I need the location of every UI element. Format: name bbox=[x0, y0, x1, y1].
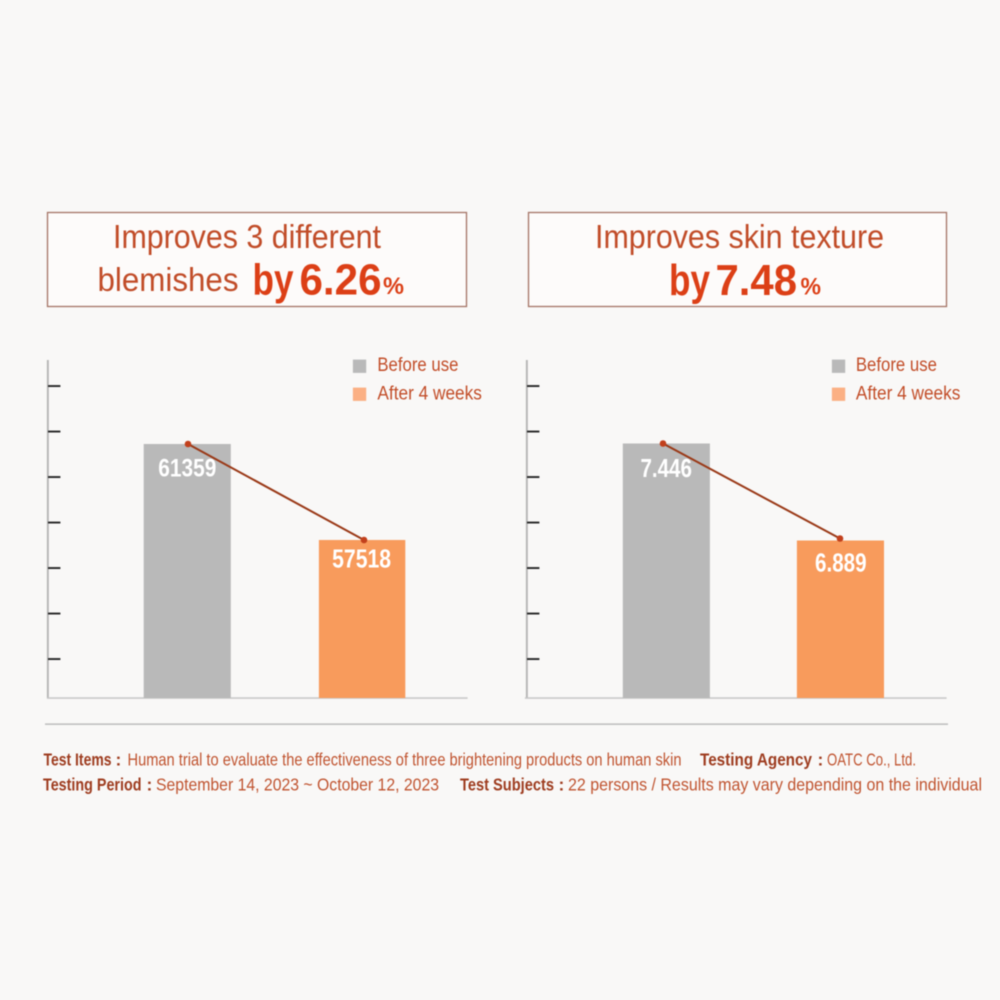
svg-text:6.889: 6.889 bbox=[815, 550, 867, 578]
svg-text:Improves skin texture: Improves skin texture bbox=[595, 218, 884, 255]
svg-text:%: % bbox=[383, 273, 404, 300]
svg-text:by: by bbox=[669, 256, 710, 305]
svg-text:61359: 61359 bbox=[158, 454, 216, 482]
svg-text:57518: 57518 bbox=[332, 546, 391, 574]
svg-text:After 4 weeks: After 4 weeks bbox=[377, 382, 482, 404]
svg-text:OATC Co., Ltd.: OATC Co., Ltd. bbox=[827, 750, 916, 770]
svg-text:6.26: 6.26 bbox=[300, 256, 382, 305]
svg-text:blemishes: blemishes bbox=[98, 261, 239, 298]
svg-text:September 14, 2023 ~ October 1: September 14, 2023 ~ October 12, 2023 bbox=[156, 775, 439, 795]
svg-text:Before use: Before use bbox=[377, 354, 458, 376]
svg-text::: : bbox=[147, 775, 153, 795]
svg-text:Testing Period: Testing Period bbox=[43, 775, 142, 795]
svg-text::: : bbox=[818, 750, 824, 770]
svg-text:Improves 3 different: Improves 3 different bbox=[113, 218, 381, 255]
svg-text:Test Items: Test Items bbox=[44, 750, 112, 770]
svg-text:Testing Agency: Testing Agency bbox=[700, 750, 812, 770]
svg-text:Before use: Before use bbox=[856, 354, 937, 376]
svg-text::: : bbox=[116, 750, 122, 770]
svg-text:7.446: 7.446 bbox=[640, 455, 692, 483]
svg-text:%: % bbox=[801, 274, 822, 301]
svg-text:Human trial to evaluate the ef: Human trial to evaluate the effectivenes… bbox=[128, 750, 682, 770]
svg-text:7.48: 7.48 bbox=[716, 256, 798, 305]
svg-text:by: by bbox=[253, 256, 294, 305]
svg-text::: : bbox=[559, 775, 565, 795]
svg-text:Test Subjects: Test Subjects bbox=[460, 775, 554, 795]
svg-text:22 persons / Results may vary: 22 persons / Results may vary depending … bbox=[568, 775, 982, 795]
svg-text:After 4 weeks: After 4 weeks bbox=[856, 382, 961, 404]
